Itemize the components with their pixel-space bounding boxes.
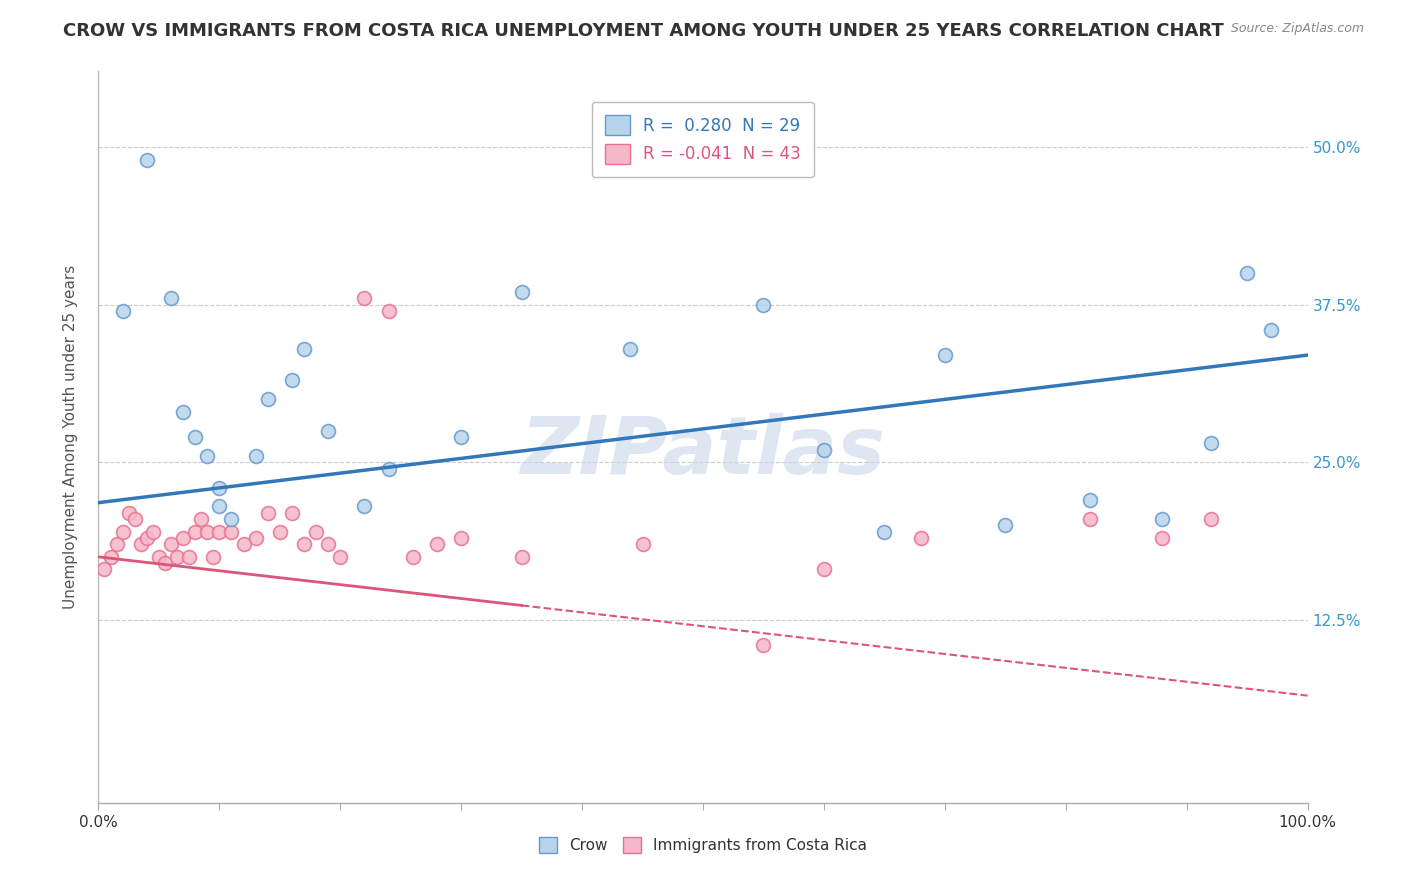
Point	[269, 524, 291, 539]
Point	[160, 537, 183, 551]
Point	[135, 531, 157, 545]
Point	[166, 549, 188, 564]
Point	[153, 556, 176, 570]
Point	[202, 549, 225, 564]
Point	[1078, 493, 1101, 508]
Point	[1078, 512, 1101, 526]
Point	[1236, 266, 1258, 280]
Point	[179, 549, 201, 564]
Point	[510, 285, 533, 299]
Point	[195, 524, 218, 539]
Point	[184, 430, 207, 444]
Point	[752, 638, 775, 652]
Point	[316, 537, 339, 551]
Point	[232, 537, 254, 551]
Point	[426, 537, 449, 551]
Point	[353, 291, 375, 305]
Point	[910, 531, 932, 545]
Point	[292, 342, 315, 356]
Point	[450, 430, 472, 444]
Point	[329, 549, 352, 564]
Text: CROW VS IMMIGRANTS FROM COSTA RICA UNEMPLOYMENT AMONG YOUTH UNDER 25 YEARS CORRE: CROW VS IMMIGRANTS FROM COSTA RICA UNEMP…	[63, 22, 1225, 40]
Point	[118, 506, 141, 520]
Point	[752, 298, 775, 312]
Point	[994, 518, 1017, 533]
Point	[631, 537, 654, 551]
Point	[172, 531, 194, 545]
Point	[1199, 436, 1222, 450]
Point	[256, 392, 278, 407]
Point	[160, 291, 183, 305]
Point	[305, 524, 328, 539]
Y-axis label: Unemployment Among Youth under 25 years: Unemployment Among Youth under 25 years	[63, 265, 77, 609]
Point	[195, 449, 218, 463]
Point	[208, 481, 231, 495]
Text: ZIPatlas: ZIPatlas	[520, 413, 886, 491]
Point	[1152, 512, 1174, 526]
Point	[245, 531, 267, 545]
Legend: Crow, Immigrants from Costa Rica: Crow, Immigrants from Costa Rica	[531, 830, 875, 861]
Point	[148, 549, 170, 564]
Point	[813, 442, 835, 457]
Point	[619, 342, 641, 356]
Point	[316, 424, 339, 438]
Point	[135, 153, 157, 167]
Point	[377, 304, 399, 318]
Point	[142, 524, 165, 539]
Point	[353, 500, 375, 514]
Point	[873, 524, 896, 539]
Point	[208, 500, 231, 514]
Point	[281, 373, 304, 387]
Point	[129, 537, 152, 551]
Point	[184, 524, 207, 539]
Point	[292, 537, 315, 551]
Point	[172, 405, 194, 419]
Point	[813, 562, 835, 576]
Point	[190, 512, 212, 526]
Point	[256, 506, 278, 520]
Point	[93, 562, 115, 576]
Point	[1199, 512, 1222, 526]
Point	[281, 506, 304, 520]
Point	[1260, 323, 1282, 337]
Point	[221, 512, 243, 526]
Point	[402, 549, 425, 564]
Text: Source: ZipAtlas.com: Source: ZipAtlas.com	[1230, 22, 1364, 36]
Point	[450, 531, 472, 545]
Point	[1152, 531, 1174, 545]
Point	[934, 348, 956, 362]
Point	[105, 537, 128, 551]
Point	[111, 524, 134, 539]
Point	[221, 524, 243, 539]
Point	[510, 549, 533, 564]
Point	[124, 512, 146, 526]
Point	[377, 461, 399, 475]
Point	[208, 524, 231, 539]
Point	[111, 304, 134, 318]
Point	[100, 549, 122, 564]
Point	[245, 449, 267, 463]
